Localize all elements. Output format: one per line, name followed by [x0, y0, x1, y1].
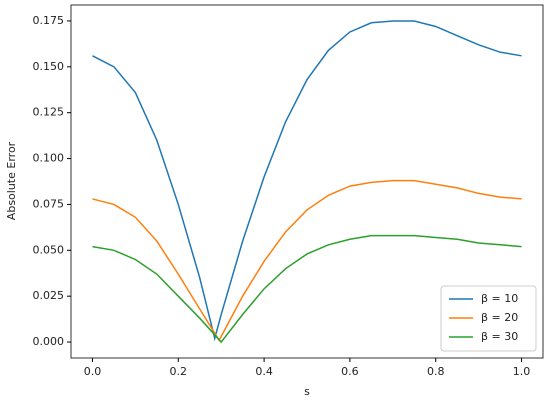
x-tick-label: 0.6 [341, 365, 359, 378]
legend-label: β = 10 [481, 292, 518, 305]
y-tick-label: 0.025 [33, 289, 65, 302]
legend-label: β = 30 [481, 330, 518, 343]
x-tick-label: 0.2 [170, 365, 188, 378]
y-tick-label: 0.100 [33, 152, 65, 165]
y-tick-label: 0.125 [33, 106, 65, 119]
y-axis-label: Absolute Error [5, 141, 18, 220]
y-tick-label: 0.000 [33, 335, 65, 348]
x-tick-label: 0.4 [255, 365, 273, 378]
y-tick-label: 0.075 [33, 197, 65, 210]
line-series [92, 234, 522, 344]
legend-box [440, 285, 537, 352]
x-tick-label: 1.0 [513, 365, 531, 378]
y-tick-label: 0.175 [33, 14, 65, 27]
plot-frame [70, 4, 544, 359]
y-tick-label: 0.150 [33, 60, 65, 73]
y-tick-label: 0.050 [33, 243, 65, 256]
x-tick-label: 0.8 [427, 365, 445, 378]
line-series [92, 20, 522, 342]
x-axis-label: s [304, 385, 310, 398]
x-tick-label: 0.0 [84, 365, 102, 378]
line-series [92, 179, 522, 342]
legend-label: β = 20 [481, 311, 518, 324]
